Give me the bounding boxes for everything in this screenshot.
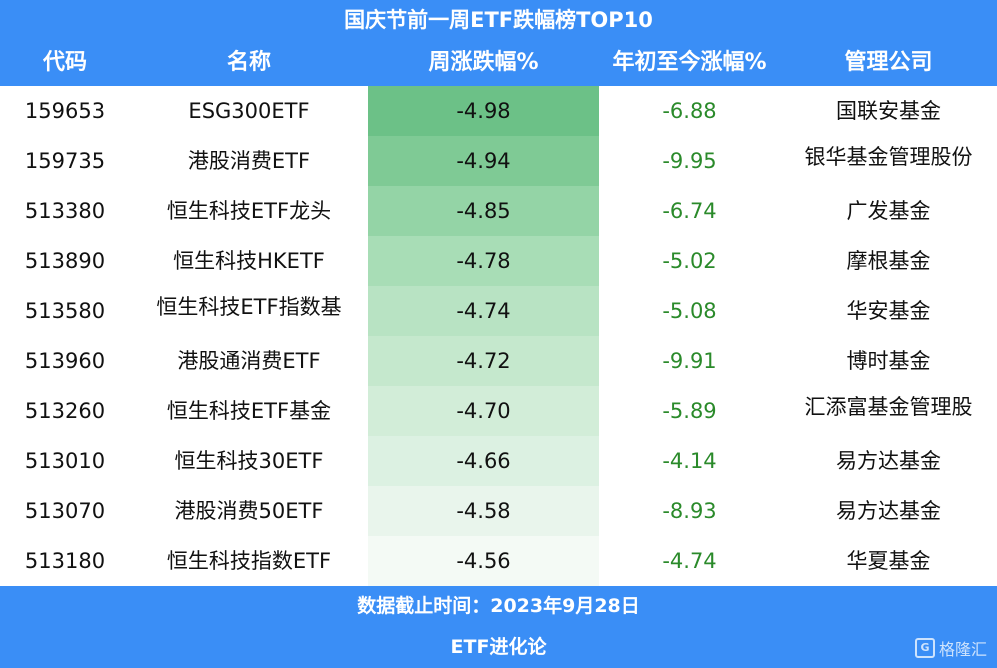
table-row: 513180 恒生科技指数ETF -4.56 -4.74 华夏基金 bbox=[0, 536, 997, 586]
cell-code: 513180 bbox=[24, 549, 106, 573]
table-row: 513890 恒生科技HKETF -4.78 -5.02 摩根基金 bbox=[0, 236, 997, 286]
gelonghui-logo-icon: G bbox=[914, 638, 935, 658]
cell-ytd-change: -6.74 bbox=[662, 199, 717, 223]
cell-ytd-change: -5.89 bbox=[662, 399, 717, 423]
cell-company: 华安基金 bbox=[846, 299, 931, 323]
cell-code: 513010 bbox=[24, 449, 106, 473]
cell-company: 广发基金 bbox=[846, 199, 931, 223]
cell-week-change: -4.70 bbox=[368, 386, 599, 436]
cell-code: 513580 bbox=[24, 299, 106, 323]
cell-name: 恒生科技30ETF bbox=[174, 449, 324, 473]
cell-name: 恒生科技指数ETF bbox=[166, 549, 332, 573]
cell-week-change: -4.66 bbox=[368, 436, 599, 486]
cell-code: 513890 bbox=[24, 249, 106, 273]
cell-company: 博时基金 bbox=[846, 349, 931, 373]
cell-name: 恒生科技ETF指数基 bbox=[156, 295, 342, 319]
source-label: ETF进化论 bbox=[450, 636, 547, 658]
cell-ytd-change: -5.08 bbox=[662, 299, 717, 323]
cell-week-change: -4.74 bbox=[368, 286, 599, 336]
table-row: 159653 ESG300ETF -4.98 -6.88 国联安基金 bbox=[0, 86, 997, 136]
cell-name: 港股消费50ETF bbox=[174, 499, 324, 523]
cell-ytd-change: -9.91 bbox=[662, 349, 717, 373]
cell-week-change: -4.78 bbox=[368, 236, 599, 286]
cell-ytd-change: -6.88 bbox=[662, 99, 717, 123]
cell-company: 摩根基金 bbox=[846, 249, 931, 273]
cell-code: 513070 bbox=[24, 499, 106, 523]
watermark: G 格隆汇 bbox=[914, 636, 987, 660]
column-header-ytd-change: 年初至今涨幅% bbox=[612, 50, 767, 75]
cell-company: 国联安基金 bbox=[836, 99, 941, 123]
table-row: 513380 恒生科技ETF龙头 -4.85 -6.74 广发基金 bbox=[0, 186, 997, 236]
cell-code: 159735 bbox=[24, 149, 106, 173]
cell-company: 华夏基金 bbox=[846, 549, 931, 573]
table-title: 国庆节前一周ETF跌幅榜TOP10 bbox=[344, 8, 653, 32]
cell-company: 银华基金管理股份 bbox=[804, 145, 973, 169]
table-row: 513260 恒生科技ETF基金 -4.70 -5.89 汇添富基金管理股 bbox=[0, 386, 997, 436]
table-header: 国庆节前一周ETF跌幅榜TOP10 代码 名称 周涨跌幅% 年初至今涨幅% 管理… bbox=[0, 0, 997, 86]
table-row: 513010 恒生科技30ETF -4.66 -4.14 易方达基金 bbox=[0, 436, 997, 486]
watermark-text: 格隆汇 bbox=[938, 640, 987, 659]
cell-ytd-change: -8.93 bbox=[662, 499, 717, 523]
cell-week-change: -4.58 bbox=[368, 486, 599, 536]
cell-week-change: -4.72 bbox=[368, 336, 599, 386]
cell-company: 汇添富基金管理股 bbox=[804, 395, 973, 419]
cell-name: 恒生科技ETF龙头 bbox=[166, 199, 332, 223]
cell-week-change: -4.85 bbox=[368, 186, 599, 236]
cell-company: 易方达基金 bbox=[836, 449, 941, 473]
column-header-company: 管理公司 bbox=[844, 50, 933, 75]
cell-name: 恒生科技HKETF bbox=[173, 249, 325, 273]
column-header-name: 名称 bbox=[226, 50, 271, 75]
cell-name: 港股消费ETF bbox=[187, 149, 311, 173]
data-cutoff-date: 数据截止时间：2023年9月28日 bbox=[357, 595, 640, 617]
table-footer: 数据截止时间：2023年9月28日 ETF进化论 G 格隆汇 bbox=[0, 586, 997, 668]
cell-name: ESG300ETF bbox=[188, 99, 310, 123]
cell-ytd-change: -9.95 bbox=[662, 149, 717, 173]
cell-company: 易方达基金 bbox=[836, 499, 941, 523]
cell-ytd-change: -4.74 bbox=[662, 549, 717, 573]
table-row: 159735 港股消费ETF -4.94 -9.95 银华基金管理股份 bbox=[0, 136, 997, 186]
cell-code: 513260 bbox=[24, 399, 106, 423]
cell-week-change: -4.94 bbox=[368, 136, 599, 186]
column-header-week-change: 周涨跌幅% bbox=[428, 50, 539, 75]
table-row: 513580 恒生科技ETF指数基 -4.74 -5.08 华安基金 bbox=[0, 286, 997, 336]
cell-code: 513380 bbox=[24, 199, 106, 223]
table-row: 513070 港股消费50ETF -4.58 -8.93 易方达基金 bbox=[0, 486, 997, 536]
table-row: 513960 港股通消费ETF -4.72 -9.91 博时基金 bbox=[0, 336, 997, 386]
column-header-row: 代码 名称 周涨跌幅% 年初至今涨幅% 管理公司 bbox=[0, 40, 997, 86]
cell-code: 159653 bbox=[24, 99, 106, 123]
cell-name: 恒生科技ETF基金 bbox=[166, 399, 332, 423]
cell-name: 港股通消费ETF bbox=[177, 349, 321, 373]
cell-week-change: -4.98 bbox=[368, 86, 599, 136]
cell-ytd-change: -5.02 bbox=[662, 249, 717, 273]
cell-ytd-change: -4.14 bbox=[662, 449, 717, 473]
cell-week-change: -4.56 bbox=[368, 536, 599, 586]
cell-code: 513960 bbox=[24, 349, 106, 373]
table-body: 159653 ESG300ETF -4.98 -6.88 国联安基金 159735 港股消费… bbox=[0, 86, 997, 586]
column-header-code: 代码 bbox=[42, 50, 87, 75]
